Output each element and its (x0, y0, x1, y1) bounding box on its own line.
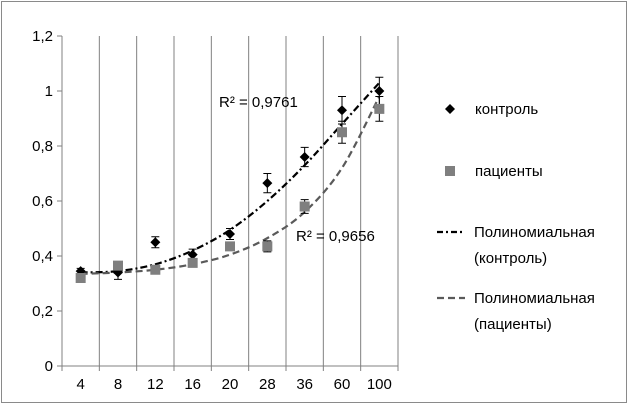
point-control (337, 105, 347, 116)
y-tick-label: 0,8 (32, 138, 53, 155)
x-tick-label: 16 (184, 376, 201, 393)
legend-marker-square (445, 166, 455, 176)
point-patients (262, 241, 273, 252)
point-control (187, 249, 198, 260)
r2-label-patients: R² = 0,9656 (296, 228, 375, 245)
point-control (150, 237, 161, 248)
legend-item-trend-patients: Полиномиальная (пациенты) (437, 290, 595, 333)
legend-label-trend-patients-1: Полиномиальная (474, 290, 595, 307)
legend-item-control: контроль (445, 101, 538, 118)
x-tick-label: 12 (147, 376, 164, 393)
y-tick-label: 0,6 (32, 193, 53, 210)
legend-label-control: контроль (475, 101, 538, 118)
legend-label-trend-patients-2: (пациенты) (474, 316, 552, 333)
legend-marker-diamond (445, 104, 455, 114)
point-patients (337, 127, 347, 138)
legend-label-trend-control-1: Полиномиальная (474, 224, 595, 241)
trendline-patients (80, 95, 381, 275)
x-tick-label: 60 (334, 376, 351, 393)
point-control (374, 86, 385, 96)
trendlines (80, 82, 381, 275)
trendline-control (80, 82, 381, 274)
point-patients (75, 273, 86, 283)
legend-item-trend-control: Полиномиальная (контроль) (437, 224, 595, 267)
point-patients (113, 260, 123, 271)
point-control (299, 152, 310, 162)
grid-lines (98, 36, 399, 366)
y-tick-labels: 0 0,2 0,4 0,6 0,8 1 1,2 (32, 28, 53, 375)
point-patients (299, 201, 310, 212)
x-tick-labels: 4 8 12 16 20 28 36 60 100 (76, 376, 391, 393)
data-points (75, 86, 385, 283)
x-tick-label: 28 (259, 376, 276, 393)
x-tick-label: 100 (367, 376, 392, 393)
point-patients (225, 241, 235, 252)
point-patients (187, 257, 198, 268)
point-patients (150, 264, 161, 275)
x-tick-label: 36 (296, 376, 313, 393)
y-tick-label: 0,4 (32, 248, 53, 265)
point-control (262, 178, 273, 189)
legend: контроль пациенты Полиномиальная (контро… (437, 101, 595, 333)
x-tick-label: 8 (114, 376, 122, 393)
r2-label-control: R² = 0,9761 (219, 94, 298, 111)
legend-label-patients: пациенты (475, 163, 543, 180)
legend-label-trend-control-2: (контроль) (474, 250, 547, 267)
y-tick-label: 1,2 (32, 28, 53, 45)
x-tick-label: 4 (76, 376, 84, 393)
point-patients (374, 103, 385, 114)
axes (57, 35, 399, 371)
y-tick-label: 0 (45, 358, 53, 375)
y-tick-label: 0,2 (32, 303, 53, 320)
point-control (225, 229, 235, 239)
legend-item-patients: пациенты (445, 163, 543, 180)
y-tick-label: 1 (45, 83, 53, 100)
x-tick-label: 20 (222, 376, 239, 393)
